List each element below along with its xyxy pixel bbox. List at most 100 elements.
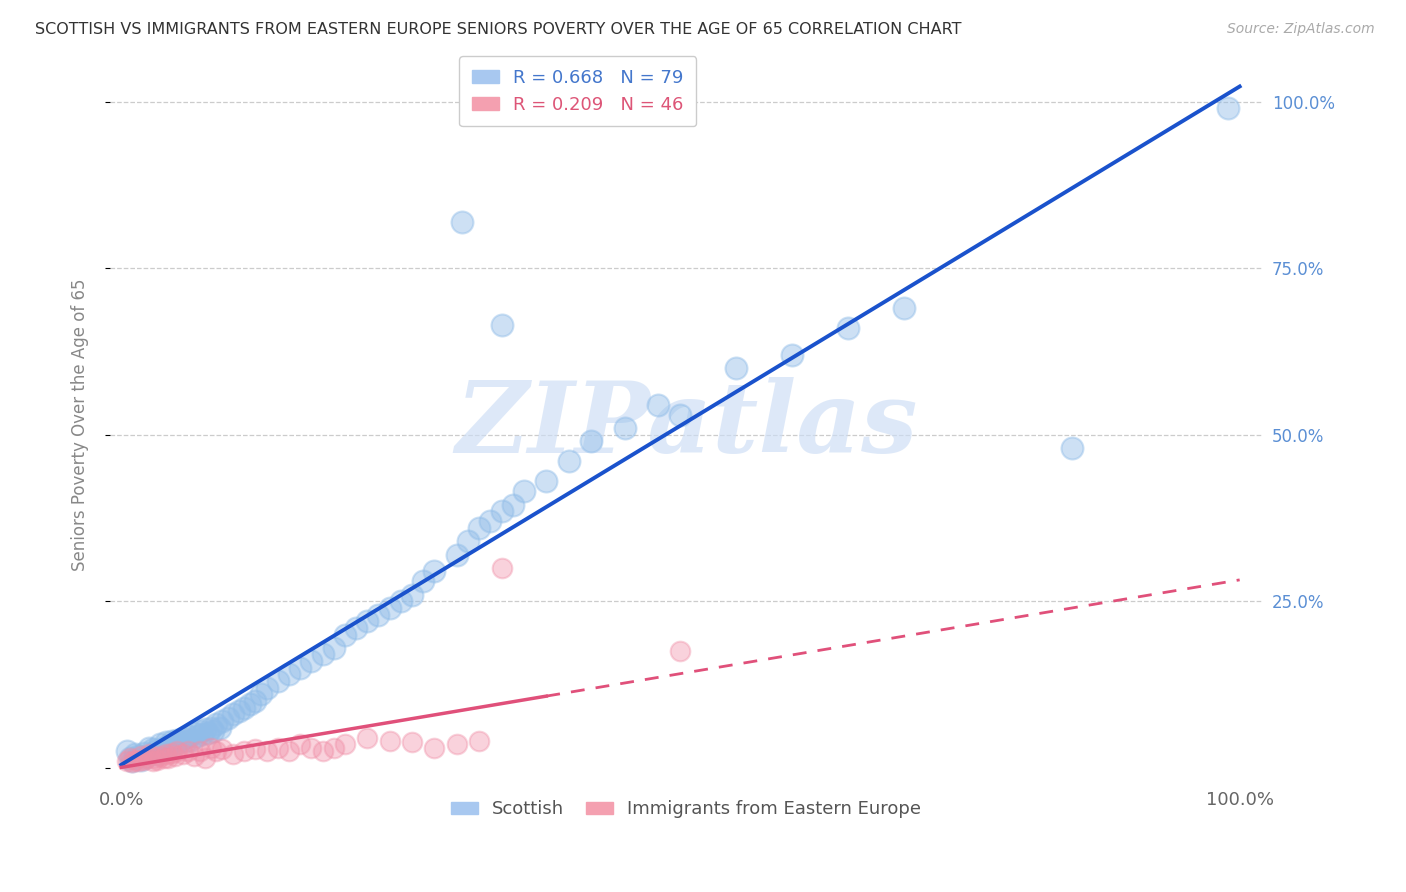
Point [647,398,669,412]
Point [222,747,245,762]
Point [157,739,180,754]
Point [468,521,491,535]
Point [267,674,290,689]
Point [893,301,915,316]
Point [201,724,224,739]
Point [479,514,502,528]
Point [208,721,231,735]
Point [491,561,513,575]
Point [557,454,579,468]
Point [115,744,138,758]
Point [536,475,558,489]
Point [146,753,169,767]
Point [278,744,301,758]
Point [322,640,344,655]
Point [290,737,312,751]
Point [183,748,205,763]
Y-axis label: Seniors Poverty Over the Age of 65: Seniors Poverty Over the Age of 65 [72,278,89,571]
Point [200,721,222,735]
Point [163,748,186,763]
Point [142,754,165,768]
Point [160,734,183,748]
Point [138,747,160,762]
Point [197,726,219,740]
Point [211,742,233,756]
Point [613,421,636,435]
Point [267,740,290,755]
Point [233,744,256,758]
Point [157,750,180,764]
Point [149,737,172,751]
Point [155,747,177,762]
Point [1218,102,1240,116]
Point [322,740,344,755]
Point [177,729,200,743]
Point [183,726,205,740]
Point [124,747,146,762]
Point [233,700,256,714]
Point [124,753,146,767]
Point [135,750,157,764]
Point [837,321,859,335]
Point [155,735,177,749]
Point [200,740,222,755]
Point [401,588,423,602]
Point [299,654,322,668]
Point [120,750,142,764]
Point [491,318,513,332]
Point [290,661,312,675]
Point [131,748,153,763]
Point [333,737,356,751]
Point [239,698,262,712]
Point [278,667,301,681]
Point [143,744,166,758]
Point [146,747,169,762]
Point [166,732,188,747]
Point [205,717,228,731]
Point [782,348,804,362]
Point [423,564,446,578]
Point [344,621,367,635]
Point [356,731,378,745]
Point [311,648,333,662]
Point [121,756,143,770]
Point [138,740,160,755]
Point [412,574,434,589]
Point [311,744,333,758]
Point [205,744,228,758]
Point [725,361,748,376]
Point [169,735,191,749]
Point [669,408,692,422]
Point [160,746,183,760]
Legend: Scottish, Immigrants from Eastern Europe: Scottish, Immigrants from Eastern Europe [443,793,929,825]
Point [457,534,479,549]
Point [135,750,157,764]
Point [250,688,273,702]
Point [191,727,214,741]
Point [143,750,166,764]
Point [333,627,356,641]
Point [669,644,692,658]
Point [245,742,267,756]
Point [152,750,174,764]
Point [378,734,401,748]
Point [177,744,200,758]
Point [121,754,143,768]
Point [172,747,194,762]
Point [180,732,202,747]
Point [245,694,267,708]
Text: ZIPatlas: ZIPatlas [456,376,917,473]
Point [127,754,149,768]
Point [367,607,389,622]
Text: SCOTTISH VS IMMIGRANTS FROM EASTERN EUROPE SENIORS POVERTY OVER THE AGE OF 65 CO: SCOTTISH VS IMMIGRANTS FROM EASTERN EURO… [35,22,962,37]
Point [132,753,155,767]
Point [401,735,423,749]
Point [152,740,174,755]
Point [513,484,536,499]
Point [186,729,208,743]
Point [256,744,278,758]
Point [194,722,217,736]
Point [115,754,138,768]
Point [256,681,278,695]
Point [149,748,172,763]
